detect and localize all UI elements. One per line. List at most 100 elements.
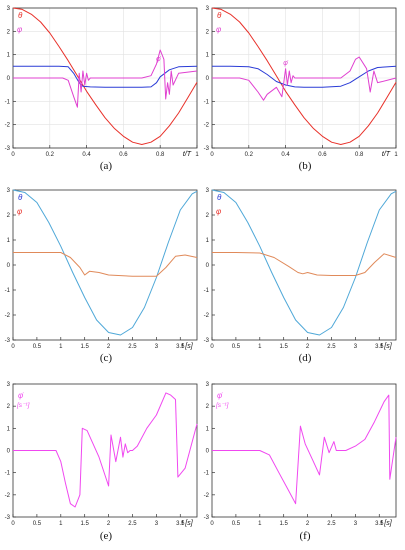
panel-b-series-phidot [212, 56, 397, 101]
panel-e-xtick-label-7: 3.5 [176, 521, 185, 527]
panel-a-ylabel-bottom: φ [17, 25, 22, 34]
panel-d-xtick-label-5: 2.5 [327, 344, 336, 350]
panel-e-ytick-label-3: 0 [7, 449, 11, 455]
panel-f-xtick-label-4: 2 [306, 521, 310, 527]
panel-e-ytick-label-5: 2 [7, 404, 11, 410]
panel-f-xtick-label-2: 1 [258, 521, 262, 527]
panel-f-ytick-label-0: -3 [204, 515, 210, 521]
panel-d-ytick-label-6: 3 [206, 188, 210, 194]
panel-a-xtick-label-5: 1 [195, 152, 199, 158]
panel-c-xtick-label-6: 3 [155, 344, 159, 350]
panel-f-ytick-label-2: -1 [204, 471, 210, 477]
panel-e-xtick-label-4: 2 [107, 521, 111, 527]
panel-f-ytick-label-5: 2 [206, 404, 210, 410]
panel-a-annotation-0: φ̇ [156, 56, 162, 63]
panel-f-xtick-label-5: 2.5 [327, 521, 336, 527]
panel-e-xtick-label-5: 2.5 [128, 521, 137, 527]
panel-a-series-phi_blue [13, 65, 198, 88]
panel-c-ytick-label-3: 0 [7, 263, 11, 269]
panel-e-ylabel-bottom: [s⁻¹] [16, 402, 30, 409]
panel-b-ytick-label-1: -2 [204, 123, 210, 129]
panel-b-ylabel-bottom: φ [216, 25, 221, 34]
caption-d: (d) [298, 352, 312, 364]
panel-a-xtick-label-4: 0.8 [156, 152, 165, 158]
panel-e-xtick-label-0: 0 [11, 521, 15, 527]
panel-f-xtick-label-7: 3.5 [375, 521, 384, 527]
panel-d-ytick-label-0: -3 [204, 338, 210, 344]
panel-a-xtick-label-1: 0.2 [46, 152, 55, 158]
panel-a-xtick-label-0: 0 [11, 152, 15, 158]
panel-b-ytick-label-4: 1 [206, 53, 210, 59]
panel-d-series-theta [211, 189, 397, 336]
panel-a-xtick-label-3: 0.6 [119, 152, 128, 158]
panel-a-ytick-label-3: 0 [7, 76, 11, 82]
panel-b-xtick-label-4: 0.8 [355, 152, 364, 158]
panel-b-series-phi_blue [212, 65, 397, 88]
caption-f: (f) [299, 530, 311, 542]
panel-e-xtick-label-6: 3 [155, 521, 159, 527]
panel-d-xtick-label-1: 0.5 [232, 344, 241, 350]
panel-c-series-phi [13, 252, 198, 277]
panel-b-ytick-label-0: -3 [204, 146, 210, 152]
panel-c-frame [12, 189, 198, 341]
panel-f-xlabel: t [s] [380, 520, 392, 527]
panel-f-ytick-label-3: 0 [206, 449, 210, 455]
panel-c-ytick-label-1: -2 [5, 313, 11, 319]
panel-b-xtick-label-1: 0.2 [245, 152, 254, 158]
panel-b-xtick-label-0: 0 [210, 152, 214, 158]
panel-d-ylabel-top: θ [217, 193, 222, 202]
panel-d-frame [211, 189, 397, 341]
panel-f-series-phidot [212, 394, 397, 505]
panel-d-ytick-label-3: 0 [206, 263, 210, 269]
panel-c-xlabel: t [s] [181, 343, 193, 350]
panel-c-ytick-label-0: -3 [5, 338, 11, 344]
panel-d-series-phi [212, 252, 397, 276]
panel-a-ytick-label-2: -1 [5, 99, 11, 105]
panel-c-ytick-label-6: 3 [7, 188, 11, 194]
panel-b-series-theta [211, 7, 397, 145]
panel-d-xtick-label-3: 1.5 [280, 344, 289, 350]
panel-e-ytick-label-0: -3 [5, 515, 11, 521]
panel-e-ytick-label-1: -2 [5, 493, 11, 499]
panel-a-ytick-label-0: -3 [5, 146, 11, 152]
panel-e-xtick-label-3: 1.5 [81, 521, 90, 527]
panel-e-ytick-label-6: 3 [7, 382, 11, 388]
panel-d-ytick-label-1: -2 [204, 313, 210, 319]
panel-d-ytick-label-2: -1 [204, 288, 210, 294]
panel-f-ytick-label-6: 3 [206, 382, 210, 388]
panel-a-ylabel-top: θ [18, 11, 23, 20]
panel-e-series-phidot [13, 392, 198, 508]
caption-a: (a) [99, 160, 113, 172]
panel-e-xtick-label-1: 0.5 [33, 521, 42, 527]
panel-d-xlabel: t [s] [380, 343, 392, 350]
panel-e-xtick-label-2: 1 [59, 521, 63, 527]
panel-c-series-theta [12, 189, 198, 336]
panel-c-xtick-label-7: 3.5 [176, 344, 185, 350]
panel-b-ytick-label-5: 2 [206, 29, 210, 35]
panel-c-ytick-label-4: 1 [7, 238, 11, 244]
panel-a-ytick-label-6: 3 [7, 6, 11, 12]
caption-c: (c) [99, 352, 113, 364]
panel-f-ylabel-top: φ̇ [217, 391, 223, 400]
panel-f-xtick-label-6: 3 [354, 521, 358, 527]
panel-a-xtick-label-2: 0.4 [82, 152, 91, 158]
panel-f-xtick-label-1: 0.5 [232, 521, 241, 527]
panel-d-ylabel-bottom: φ [216, 207, 221, 216]
panel-c-ylabel-bottom: φ [17, 207, 22, 216]
panel-a-xlabel: t/T [183, 151, 192, 158]
panel-c-ytick-label-2: -1 [5, 288, 11, 294]
panel-c-xtick-label-0: 0 [11, 344, 15, 350]
panel-d-xtick-label-7: 3.5 [375, 344, 384, 350]
panel-a-series-theta [12, 7, 198, 145]
panel-b-xlabel: t/T [382, 151, 391, 158]
panel-b-ytick-label-6: 3 [206, 6, 210, 12]
panel-a-ytick-label-5: 2 [7, 29, 11, 35]
panel-d-ytick-label-4: 1 [206, 238, 210, 244]
panel-e-ytick-label-4: 1 [7, 426, 11, 432]
panel-b-xtick-label-2: 0.4 [281, 152, 290, 158]
panel-c-xtick-label-3: 1.5 [81, 344, 90, 350]
panel-a-ytick-label-4: 1 [7, 53, 11, 59]
panel-c-xtick-label-1: 0.5 [33, 344, 42, 350]
panel-f-ytick-label-4: 1 [206, 426, 210, 432]
